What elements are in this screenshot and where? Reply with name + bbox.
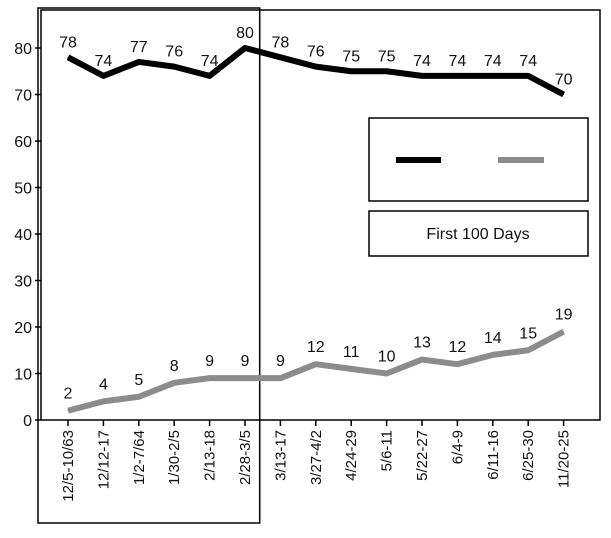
data-point bbox=[138, 61, 140, 63]
data-point bbox=[456, 75, 458, 77]
data-point bbox=[350, 70, 352, 72]
data-label: 19 bbox=[555, 307, 573, 324]
axes bbox=[40, 9, 601, 421]
data-point bbox=[67, 410, 69, 412]
data-point bbox=[279, 56, 281, 58]
data-point bbox=[563, 331, 565, 333]
data-label: 74 bbox=[95, 53, 113, 70]
x-tick-label: 2/13-18 bbox=[202, 430, 219, 481]
data-label: 12 bbox=[307, 339, 325, 356]
data-point bbox=[350, 368, 352, 370]
data-point bbox=[315, 66, 317, 68]
data-label: 5 bbox=[134, 372, 143, 389]
highlight-box bbox=[37, 7, 261, 524]
x-tick-label: 6/25-30 bbox=[520, 430, 537, 481]
data-label: 14 bbox=[484, 330, 502, 347]
data-label: 13 bbox=[413, 335, 431, 352]
data-label: 11 bbox=[343, 344, 360, 361]
x-tick-label: 5/22-27 bbox=[414, 430, 431, 481]
data-label: 75 bbox=[342, 48, 360, 65]
x-tick-label: 6/11-16 bbox=[485, 430, 502, 480]
data-label: 9 bbox=[276, 353, 285, 370]
data-point bbox=[421, 359, 423, 361]
x-tick-label: 2/28-3/5 bbox=[237, 430, 254, 485]
data-label: 74 bbox=[413, 53, 431, 70]
y-tick-label: 20 bbox=[14, 320, 32, 337]
data-point bbox=[244, 377, 246, 379]
data-label: 74 bbox=[449, 53, 467, 70]
x-tick-label: 5/6-11 bbox=[379, 430, 396, 471]
data-point bbox=[209, 377, 211, 379]
data-label: 10 bbox=[378, 349, 396, 366]
data-label: 9 bbox=[205, 353, 214, 370]
series-lines bbox=[66, 45, 565, 414]
plot-frame bbox=[40, 9, 601, 421]
data-point bbox=[209, 75, 211, 77]
data-label: 74 bbox=[201, 53, 219, 70]
data-point bbox=[421, 75, 423, 77]
data-label: 78 bbox=[59, 34, 77, 51]
data-point bbox=[492, 354, 494, 356]
data-point bbox=[102, 75, 104, 77]
y-tick-label: 10 bbox=[14, 367, 32, 384]
y-tick-label: 70 bbox=[14, 88, 32, 105]
data-label: 75 bbox=[378, 48, 396, 65]
y-tick-label: 0 bbox=[23, 413, 32, 430]
data-point bbox=[386, 70, 388, 72]
y-tick-label: 50 bbox=[14, 181, 32, 198]
data-point bbox=[244, 47, 246, 49]
x-tick-label: 3/13-17 bbox=[272, 430, 289, 481]
data-point bbox=[138, 396, 140, 398]
first-100-days-region bbox=[37, 7, 261, 524]
x-tick-label: 4/24-29 bbox=[343, 430, 360, 481]
data-label: 9 bbox=[241, 353, 250, 370]
data-point bbox=[456, 363, 458, 365]
data-labels: 78 74 77 76 74 80 78 76 75 75 74 74 74 74 70 2 4 5 8 9 9 9 12 1… bbox=[59, 25, 572, 403]
y-tick-label: 30 bbox=[14, 274, 32, 291]
x-tick-label: 11/20-25 bbox=[556, 430, 573, 488]
data-label: 74 bbox=[484, 53, 502, 70]
data-point bbox=[492, 75, 494, 77]
x-ticks: 12/5-10/63 12/12-17 1/2-7/64 1/30-2/5 2/13-1… bbox=[60, 420, 573, 502]
y-tick-label: 60 bbox=[14, 134, 32, 151]
y-tick-label: 40 bbox=[14, 227, 32, 244]
data-label: 15 bbox=[519, 325, 537, 342]
data-point bbox=[315, 363, 317, 365]
x-tick-label: 12/5-10/63 bbox=[60, 430, 77, 502]
data-label: 76 bbox=[307, 44, 325, 61]
y-tick-label: 80 bbox=[14, 41, 32, 58]
data-label: 74 bbox=[519, 53, 537, 70]
data-label: 4 bbox=[99, 376, 108, 393]
data-label: 8 bbox=[170, 358, 179, 375]
data-point bbox=[279, 377, 281, 379]
data-label: 80 bbox=[236, 25, 254, 42]
x-tick-label: 1/30-2/5 bbox=[166, 430, 183, 485]
data-label: 12 bbox=[449, 339, 467, 356]
data-point bbox=[527, 75, 529, 77]
data-label: 2 bbox=[64, 386, 73, 403]
x-tick-label: 6/4-9 bbox=[449, 430, 466, 464]
data-point bbox=[102, 400, 104, 402]
data-point bbox=[173, 382, 175, 384]
data-label: 77 bbox=[130, 39, 148, 56]
data-label: 70 bbox=[555, 72, 573, 89]
data-point bbox=[67, 56, 69, 58]
data-point bbox=[173, 66, 175, 68]
x-tick-label: 3/27-4/2 bbox=[308, 430, 325, 485]
data-point bbox=[563, 94, 565, 95]
y-ticks: 0 10 20 30 40 50 60 70 80 bbox=[14, 41, 41, 430]
data-label: 76 bbox=[165, 44, 183, 61]
annotation-label: First 100 Days bbox=[426, 226, 529, 243]
x-tick-label: 12/12-17 bbox=[95, 430, 112, 489]
data-point bbox=[386, 373, 388, 374]
annotation-box bbox=[368, 210, 589, 257]
data-point bbox=[527, 349, 529, 351]
x-tick-label: 1/2-7/64 bbox=[131, 430, 148, 485]
data-label: 78 bbox=[272, 34, 290, 51]
